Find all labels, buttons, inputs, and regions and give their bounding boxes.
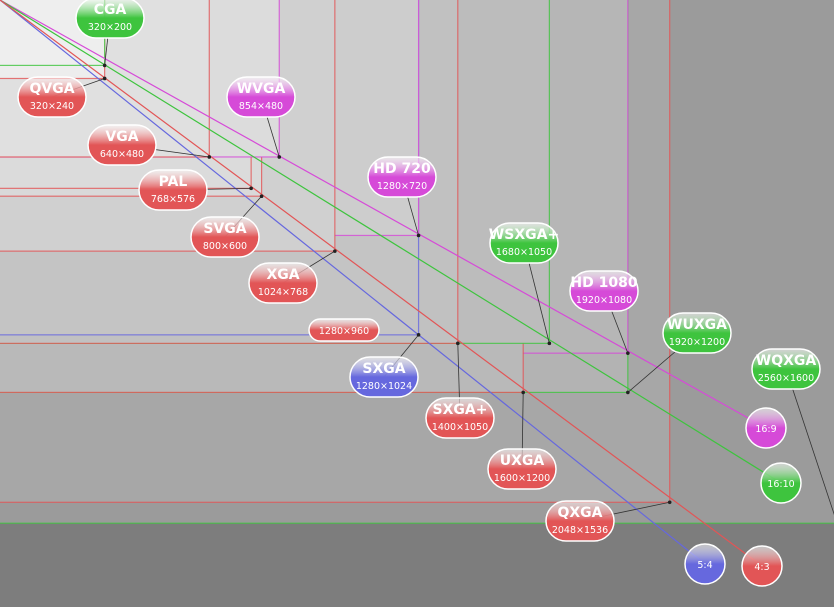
- ratio-label: 4:3: [754, 562, 769, 573]
- resolution-pill: [308, 318, 380, 342]
- resolution-size: 854×480: [239, 101, 283, 112]
- ratio-badge: [684, 543, 726, 585]
- corner-dot: [626, 390, 630, 395]
- ratio-label: 16:9: [755, 424, 776, 435]
- resolution-name: QVGA: [29, 81, 74, 97]
- resolution-name: SVGA: [203, 221, 246, 237]
- resolution-pill: [751, 348, 821, 390]
- ratio-line: [0, 0, 763, 567]
- corner-dot: [456, 341, 460, 346]
- resolution-size: 320×200: [88, 22, 132, 33]
- resolution-name: PAL: [159, 174, 188, 190]
- resolution-size: 768×576: [151, 194, 195, 205]
- resolution-size: 1280×1024: [356, 381, 412, 392]
- resolution-pill: [349, 356, 419, 398]
- resolution-size: 1024×768: [258, 287, 308, 298]
- resolution-name: SXGA: [362, 361, 405, 377]
- resolution-size: 320×240: [30, 101, 74, 112]
- resolution-pill: [425, 397, 495, 439]
- resolution-name: HD 1080: [570, 275, 637, 291]
- corner-dot: [102, 63, 107, 68]
- resolution-name: SXGA+: [433, 402, 488, 418]
- resolution-pill: [17, 76, 87, 118]
- resolution-name: QXGA: [557, 505, 602, 521]
- corner-dot: [333, 249, 337, 253]
- resolution-pill: [487, 448, 557, 490]
- ratio-badge: [760, 462, 802, 504]
- ratio-line: [0, 0, 782, 484]
- resolution-size: 1920×1080: [576, 295, 632, 306]
- corner-dot: [277, 155, 282, 159]
- resolution-name: VGA: [105, 129, 138, 145]
- corner-dot: [547, 341, 552, 346]
- resolution-pill: [226, 76, 296, 118]
- ratio-line: [0, 0, 706, 565]
- connector: [785, 368, 834, 516]
- resolution-size: 800×600: [203, 241, 247, 252]
- resolution-size: 1600×1200: [494, 473, 550, 484]
- resolution-pill: [489, 222, 559, 264]
- resolution-size: 1280×720: [377, 181, 427, 192]
- ratio-label: 16:10: [767, 479, 794, 490]
- resolution-name: HD 720: [373, 161, 431, 177]
- resolution-name: WQXGA: [756, 353, 817, 369]
- ratio-label: 5:4: [697, 560, 712, 571]
- ratio-badge: [745, 407, 787, 449]
- resolution-name: WUXGA: [667, 317, 727, 333]
- resolution-pill: [190, 216, 260, 258]
- corner-dot: [626, 351, 630, 355]
- resolution-pill: [87, 124, 157, 166]
- resolution-pill: [569, 270, 639, 312]
- resolution-pill: [367, 156, 437, 198]
- resolution-size: 1680×1050: [496, 247, 552, 258]
- resolution-name: WSXGA+: [489, 227, 559, 243]
- resolution-size: 2048×1536: [552, 525, 608, 536]
- corner-dot: [259, 194, 264, 198]
- resolution-size: 640×480: [100, 149, 144, 160]
- ratio-line: [0, 0, 767, 429]
- resolution-name: XGA: [266, 267, 299, 283]
- corner-dot: [416, 333, 421, 337]
- corner-dot: [249, 186, 253, 191]
- resolution-pill: [138, 169, 208, 211]
- resolution-pill: [248, 262, 318, 304]
- corner-dot: [667, 500, 672, 505]
- resolution-pill: [545, 500, 615, 542]
- resolution-name: CGA: [94, 2, 127, 18]
- resolution-name: UXGA: [500, 453, 545, 469]
- corner-dot: [102, 76, 107, 81]
- resolution-name: WVGA: [237, 81, 286, 97]
- resolution-pill: [662, 312, 732, 354]
- corner-dot: [521, 390, 525, 395]
- resolution-size: 2560×1600: [758, 373, 814, 384]
- resolution-size: 1400×1050: [432, 422, 488, 433]
- corner-dot: [207, 155, 212, 159]
- resolution-pill: [75, 0, 145, 39]
- resolution-size: 1920×1200: [669, 337, 725, 348]
- ratio-badge: [741, 545, 783, 587]
- resolution-name: 1280×960: [319, 326, 369, 337]
- corner-dot: [416, 233, 421, 238]
